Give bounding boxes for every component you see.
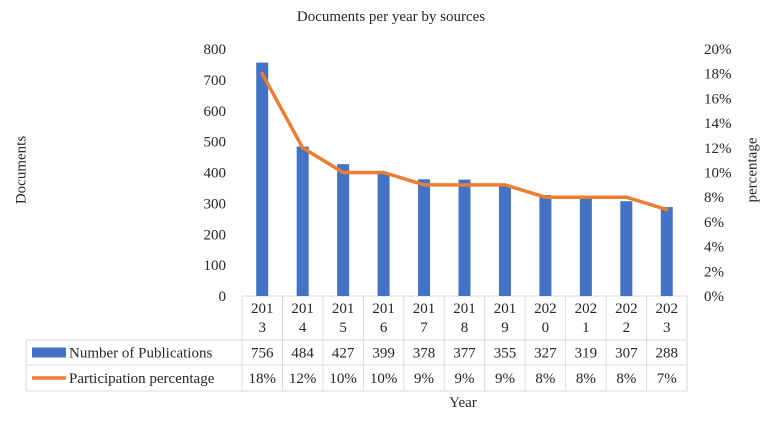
chart-title: Documents per year by sources [296, 9, 486, 25]
y-axis-right-tick: 10% [704, 166, 732, 182]
line-point [665, 208, 669, 212]
table-value: 377 [453, 346, 476, 362]
y-axis-right-tick: 16% [704, 91, 732, 107]
y-axis-left-tick: 100 [204, 258, 227, 274]
x-axis-tick-line2: 3 [663, 320, 671, 336]
x-axis-tick-line1: 201 [413, 301, 436, 317]
table-value: 327 [534, 346, 557, 362]
table-value: 9% [414, 371, 434, 387]
bar [337, 164, 350, 296]
x-axis-tick-line1: 202 [656, 301, 679, 317]
bar [296, 146, 309, 296]
y-axis-right-tick: 14% [704, 116, 732, 132]
bar [498, 186, 511, 296]
y-axis-left-tick: 500 [204, 135, 227, 151]
table-value: 9% [455, 371, 475, 387]
bar [377, 172, 390, 296]
y-axis-left-tick: 800 [204, 42, 227, 58]
bar [579, 197, 592, 296]
table-value: 18% [248, 371, 276, 387]
x-axis-tick-line1: 201 [453, 301, 476, 317]
bar [458, 179, 471, 296]
y-axis-right-tick: 12% [704, 141, 732, 157]
x-axis-tick-line2: 1 [582, 320, 590, 336]
table-value: 319 [575, 346, 598, 362]
y-axis-left-tick: 700 [204, 73, 227, 89]
table-value: 8% [535, 371, 555, 387]
y-axis-left-tick: 600 [204, 104, 227, 120]
bar [539, 195, 552, 296]
table-value: 484 [291, 346, 314, 362]
x-axis-tick-line2: 4 [299, 320, 307, 336]
y-axis-right-tick: 20% [704, 42, 732, 58]
y-axis-left-tick: 200 [204, 227, 227, 243]
x-axis-tick-line2: 5 [339, 320, 347, 336]
line-point [624, 195, 628, 199]
y-axis-right-tick: 0% [704, 289, 724, 305]
table-value: 7% [657, 371, 677, 387]
bar [620, 201, 633, 296]
x-axis-tick-line2: 0 [542, 320, 550, 336]
legend-label-percentage: Participation percentage [69, 371, 215, 387]
y-axis-right-tick: 6% [704, 215, 724, 231]
y-axis-right-tick: 18% [704, 67, 732, 83]
x-axis-tick-line1: 201 [332, 301, 355, 317]
table-value: 427 [332, 346, 355, 362]
table-value: 10% [329, 371, 357, 387]
x-axis-tick-line1: 202 [534, 301, 557, 317]
line-point [341, 171, 345, 174]
x-axis-tick-line2: 8 [461, 320, 469, 336]
y-axis-right-tick: 2% [704, 264, 724, 280]
legend-key-bar [32, 347, 66, 358]
table-value: 378 [413, 346, 436, 362]
table-value: 355 [494, 346, 517, 362]
y-axis-right-tick: 4% [704, 240, 724, 256]
table-value: 756 [251, 346, 274, 362]
bar [660, 207, 673, 296]
table-value: 8% [616, 371, 636, 387]
y-axis-left-tick: 0 [219, 289, 227, 305]
x-axis-tick-line1: 201 [372, 301, 395, 317]
x-axis-tick-line2: 3 [258, 320, 266, 336]
x-axis-tick-line1: 201 [251, 301, 274, 317]
line-point [301, 146, 305, 150]
y-axis-left-tick: 300 [204, 196, 227, 212]
table-value: 288 [656, 346, 679, 362]
line-point [463, 183, 466, 187]
line-point [503, 183, 507, 187]
x-axis-tick-line2: 7 [420, 320, 428, 336]
table-value: 399 [372, 346, 395, 362]
line-point [543, 195, 547, 199]
table-value: 9% [495, 371, 515, 387]
line-point [584, 195, 588, 199]
table-value: 307 [615, 346, 638, 362]
line-point [260, 72, 264, 76]
table-value: 10% [370, 371, 398, 387]
table-value: 8% [576, 371, 596, 387]
y-axis-right-tick: 8% [704, 190, 724, 206]
x-axis-tick-line2: 6 [380, 320, 388, 336]
line-point [422, 183, 426, 187]
x-axis-tick-line2: 9 [501, 320, 509, 336]
x-axis-title: Year [449, 395, 477, 411]
line-point [382, 171, 386, 174]
x-axis-tick-line2: 2 [623, 320, 631, 336]
x-axis-tick-line1: 202 [575, 301, 598, 317]
table-value: 12% [289, 371, 317, 387]
x-axis-tick-line1: 201 [291, 301, 314, 317]
x-axis-tick-line1: 202 [615, 301, 638, 317]
legend-label-publications: Number of Publications [69, 346, 212, 362]
x-axis-tick-line1: 201 [494, 301, 517, 317]
y-axis-left-tick: 400 [204, 166, 227, 182]
bar [256, 62, 269, 297]
bar [418, 179, 431, 296]
